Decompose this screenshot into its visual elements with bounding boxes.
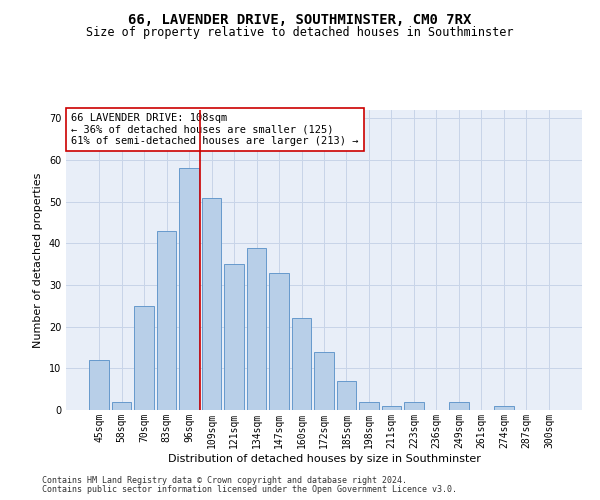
Bar bbox=[269, 272, 289, 410]
Bar bbox=[449, 402, 469, 410]
Bar bbox=[202, 198, 221, 410]
Bar bbox=[359, 402, 379, 410]
Bar bbox=[404, 402, 424, 410]
Bar bbox=[494, 406, 514, 410]
Text: 66, LAVENDER DRIVE, SOUTHMINSTER, CM0 7RX: 66, LAVENDER DRIVE, SOUTHMINSTER, CM0 7R… bbox=[128, 12, 472, 26]
Bar bbox=[337, 381, 356, 410]
Bar bbox=[292, 318, 311, 410]
Bar bbox=[314, 352, 334, 410]
X-axis label: Distribution of detached houses by size in Southminster: Distribution of detached houses by size … bbox=[167, 454, 481, 464]
Text: 66 LAVENDER DRIVE: 108sqm
← 36% of detached houses are smaller (125)
61% of semi: 66 LAVENDER DRIVE: 108sqm ← 36% of detac… bbox=[71, 113, 359, 146]
Y-axis label: Number of detached properties: Number of detached properties bbox=[33, 172, 43, 348]
Bar bbox=[89, 360, 109, 410]
Text: Contains HM Land Registry data © Crown copyright and database right 2024.: Contains HM Land Registry data © Crown c… bbox=[42, 476, 407, 485]
Bar bbox=[112, 402, 131, 410]
Bar bbox=[179, 168, 199, 410]
Bar bbox=[157, 231, 176, 410]
Text: Contains public sector information licensed under the Open Government Licence v3: Contains public sector information licen… bbox=[42, 485, 457, 494]
Bar bbox=[224, 264, 244, 410]
Bar bbox=[247, 248, 266, 410]
Bar bbox=[382, 406, 401, 410]
Bar bbox=[134, 306, 154, 410]
Text: Size of property relative to detached houses in Southminster: Size of property relative to detached ho… bbox=[86, 26, 514, 39]
